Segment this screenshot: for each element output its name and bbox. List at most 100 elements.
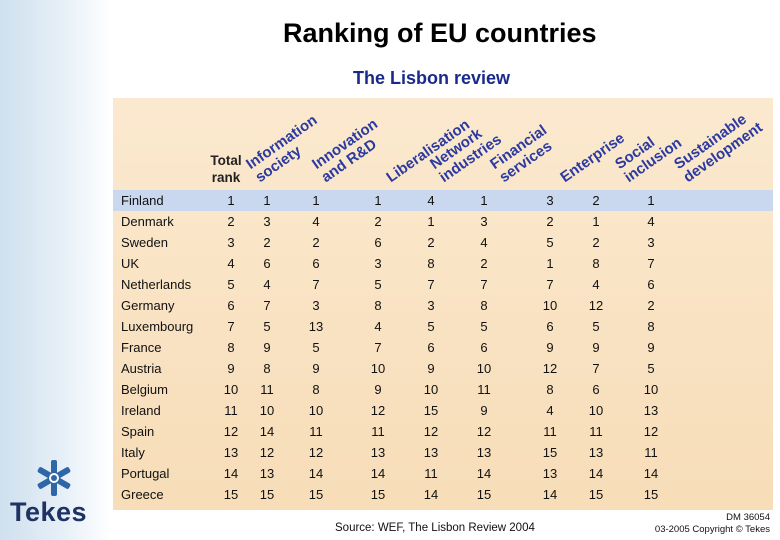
rank-cell: 6: [427, 340, 435, 355]
rank-cell: 1: [480, 193, 488, 208]
rank-cell: 12: [259, 445, 275, 460]
rank-cell: 8: [546, 382, 554, 397]
country-name: Denmark: [121, 214, 174, 229]
country-name: Sweden: [121, 235, 168, 250]
rank-cell: 4: [480, 235, 488, 250]
source-note: Source: WEF, The Lisbon Review 2004: [335, 522, 535, 534]
rank-cell: 13: [259, 466, 275, 481]
rank-cell: 3: [263, 214, 271, 229]
rank-cell: 3: [312, 298, 320, 313]
table-row: France 8 9 5 7 6 6 9 9 9: [113, 337, 773, 358]
rank-cell: 3: [427, 298, 435, 313]
rank-cell: 1: [592, 214, 600, 229]
rank-cell: 1: [546, 256, 554, 271]
total-rank-cell: 9: [227, 361, 235, 376]
rank-cell: 14: [588, 466, 604, 481]
rank-cell: 9: [647, 340, 655, 355]
total-rank-cell: 2: [227, 214, 235, 229]
rank-cell: 10: [476, 361, 492, 376]
total-rank-cell: 13: [223, 445, 239, 460]
total-rank-cell: 10: [223, 382, 239, 397]
country-name: Greece: [121, 487, 164, 502]
rank-cell: 14: [542, 487, 558, 502]
rank-cell: 9: [427, 361, 435, 376]
rank-cell: 12: [643, 424, 659, 439]
rank-cell: 14: [423, 487, 439, 502]
rank-cell: 5: [374, 277, 382, 292]
total-rank-cell: 6: [227, 298, 235, 313]
table-row: Austria 9 8 9 10 9 10 12 7 5: [113, 358, 773, 379]
rank-cell: 5: [647, 361, 655, 376]
total-rank-line-1: Total: [210, 153, 242, 168]
rank-cell: 10: [542, 298, 558, 313]
rank-cell: 2: [647, 298, 655, 313]
total-rank-cell: 11: [224, 403, 238, 418]
country-name: Ireland: [121, 403, 161, 418]
country-name: Germany: [121, 298, 175, 313]
rank-cell: 13: [370, 445, 386, 460]
rank-cell: 2: [263, 235, 271, 250]
left-gradient-band: [0, 0, 112, 540]
total-rank-cell: 3: [227, 235, 235, 250]
rank-cell: 2: [480, 256, 488, 271]
rank-cell: 10: [423, 382, 439, 397]
country-name: Portugal: [121, 466, 170, 481]
rank-cell: 9: [374, 382, 382, 397]
document-id: DM 36054: [726, 512, 770, 523]
rank-cell: 8: [312, 382, 320, 397]
rank-cell: 13: [643, 403, 659, 418]
rank-cell: 15: [423, 403, 439, 418]
tekes-logo-icon: [37, 460, 71, 496]
table-row: Sweden 3 2 2 6 2 4 5 2 3: [113, 232, 773, 253]
table-row: Greece 15 15 15 15 14 15 14 15 15: [113, 484, 773, 505]
rank-cell: 6: [263, 256, 271, 271]
rank-cell: 9: [263, 340, 271, 355]
rank-cell: 2: [592, 235, 600, 250]
table-row: Portugal 14 13 14 14 11 14 13 14 14: [113, 463, 773, 484]
rank-cell: 9: [546, 340, 554, 355]
rank-cell: 6: [546, 319, 554, 334]
rank-cell: 12: [542, 361, 558, 376]
rank-cell: 4: [263, 277, 271, 292]
rank-cell: 11: [543, 424, 557, 439]
rank-cell: 15: [542, 445, 558, 460]
rank-cell: 13: [423, 445, 439, 460]
rank-cell: 5: [312, 340, 320, 355]
rank-cell: 13: [308, 319, 324, 334]
total-rank-cell: 14: [223, 466, 239, 481]
rank-cell: 1: [312, 193, 320, 208]
rank-cell: 11: [477, 382, 491, 397]
country-name: Spain: [121, 424, 155, 439]
total-rank-cell: 12: [223, 424, 239, 439]
rank-cell: 5: [263, 319, 271, 334]
rank-cell: 15: [308, 487, 324, 502]
rank-cell: 8: [374, 298, 382, 313]
rank-cell: 12: [423, 424, 439, 439]
total-rank-line-2: rank: [211, 170, 241, 185]
rank-cell: 2: [427, 235, 435, 250]
rank-cell: 6: [374, 235, 382, 250]
rank-cell: 14: [643, 466, 659, 481]
rank-cell: 13: [588, 445, 604, 460]
rank-cell: 14: [259, 424, 275, 439]
country-name: UK: [121, 256, 140, 271]
rank-cell: 9: [312, 361, 320, 376]
rank-cell: 5: [546, 235, 554, 250]
rank-cell: 12: [370, 403, 386, 418]
rank-cell: 4: [312, 214, 320, 229]
rank-cell: 12: [476, 424, 492, 439]
total-rank-cell: 5: [227, 277, 235, 292]
total-rank-cell: 7: [227, 319, 235, 334]
table-row: Belgium 10 11 8 9 10 11 8 6 10: [113, 379, 773, 400]
table-row: Netherlands 5 4 7 5 7 7 7 4 6: [113, 274, 773, 295]
rank-cell: 1: [263, 193, 271, 208]
rank-cell: 6: [592, 382, 600, 397]
tekes-logo-text: Tekes: [10, 497, 88, 527]
copyright-block: DM 36054 03-2005 Copyright © Tekes: [655, 512, 770, 536]
rank-cell: 3: [546, 193, 554, 208]
rank-cell: 10: [643, 382, 659, 397]
total-rank-cell: 1: [227, 193, 235, 208]
rank-cell: 9: [480, 403, 488, 418]
total-rank-cell: 4: [227, 256, 235, 271]
rank-cell: 10: [259, 403, 275, 418]
